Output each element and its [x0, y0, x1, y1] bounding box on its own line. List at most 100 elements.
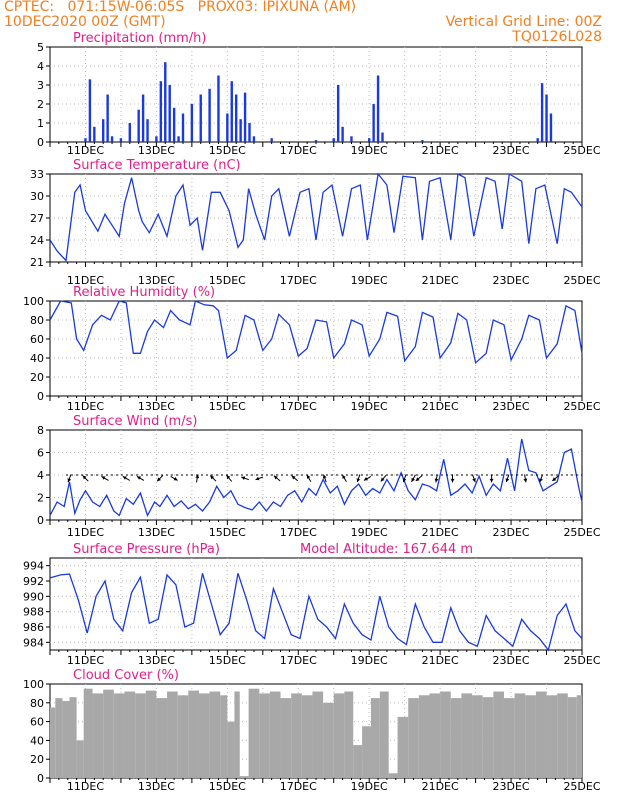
precip-bar	[235, 94, 238, 142]
x-tick-label: 13DEC	[138, 526, 175, 539]
x-tick-label: 21DEC	[422, 526, 459, 539]
y-tick-label: 40	[30, 352, 44, 365]
precip-bar	[248, 123, 251, 142]
cloud-bar	[557, 693, 568, 778]
wind-arrow-head	[101, 476, 106, 480]
cloud-bar	[379, 691, 389, 778]
cloud-bar	[156, 698, 168, 778]
cloud-bar	[362, 726, 371, 778]
wind-arrow	[322, 474, 327, 483]
cloud-bar	[353, 745, 363, 778]
y-tick-label: 80	[30, 314, 44, 327]
wind-arrow	[82, 475, 89, 482]
cloud-bar	[259, 693, 270, 778]
precip-bar	[208, 88, 211, 142]
x-tick-label: 25DEC	[563, 400, 600, 413]
x-tick-label: 25DEC	[563, 654, 600, 667]
y-tick-label: 2	[37, 492, 44, 505]
wind-arrow	[209, 475, 217, 482]
precip-bar	[159, 81, 163, 142]
cloud-bar	[291, 693, 302, 778]
wind-arrow-head	[489, 478, 494, 483]
cloud-bar	[546, 695, 558, 778]
wind-arrow-head	[472, 478, 476, 483]
cloud-bar	[83, 688, 93, 778]
y-tick-label: 6	[37, 447, 44, 460]
wind-arrow	[101, 475, 109, 481]
cloud-bar	[248, 688, 260, 778]
panel-title: Cloud Cover (%)	[73, 668, 179, 683]
x-tick-label: 15DEC	[209, 144, 246, 157]
x-tick-label: 11DEC	[67, 526, 104, 539]
x-tick-label: 23DEC	[493, 654, 530, 667]
wind-arrow	[363, 475, 372, 481]
precip-bar	[341, 126, 344, 142]
x-tick-label: 13DEC	[138, 780, 175, 793]
precip-bar	[177, 136, 180, 142]
cloud-bar	[482, 697, 494, 778]
x-tick-label: 25DEC	[563, 780, 600, 793]
x-tick-label: 25DEC	[563, 274, 600, 287]
cloud-bar	[209, 691, 221, 778]
panel-wind: Surface Wind (m/s) 0 2 4 6 8 11DEC 13DEC 15DEC 17…	[37, 414, 601, 539]
y-tick-label: 40	[30, 734, 44, 747]
precip-bar	[88, 79, 92, 142]
y-tick-label: 8	[37, 424, 44, 437]
x-tick-label: 23DEC	[493, 780, 530, 793]
precip-bar	[243, 92, 247, 142]
y-tick-label: 4	[37, 60, 44, 73]
precip-bar	[164, 62, 167, 143]
x-tick-label: 21DEC	[422, 400, 459, 413]
x-tick-label: 25DEC	[563, 144, 600, 157]
y-tick-label: 990	[23, 590, 44, 603]
cloud-bar	[370, 698, 380, 778]
cloud-bar	[124, 691, 136, 778]
wind-arrow	[136, 475, 145, 481]
wind-arrow	[489, 474, 494, 483]
wind-arrow-head	[241, 476, 246, 480]
cloud-bar	[301, 695, 313, 778]
header-run-time: 10DEC2020 00Z (GMT)	[4, 14, 166, 30]
wind-arrow	[226, 474, 233, 482]
cloud-bar	[333, 693, 345, 778]
wind-arrow	[195, 474, 200, 483]
wind-arrow-head	[136, 476, 141, 480]
wind-arrow-head	[411, 477, 415, 482]
wind-arrow	[411, 474, 416, 483]
precip-bar	[172, 107, 176, 142]
precip-bar	[336, 85, 340, 142]
precip-bar	[106, 94, 109, 142]
wind-arrow-head	[356, 478, 361, 483]
x-tick-label: 11DEC	[67, 144, 104, 157]
y-tick-label: 986	[23, 621, 44, 634]
cloud-bar	[220, 695, 228, 778]
y-tick-label: 80	[30, 697, 44, 710]
cloud-bar	[344, 691, 354, 778]
precip-bar	[270, 138, 273, 142]
panel-title: Relative Humidity (%)	[73, 285, 215, 300]
precip-bar	[146, 119, 149, 142]
x-tick-label: 15DEC	[209, 400, 246, 413]
precip-bar	[93, 126, 96, 142]
precip-bar	[421, 140, 424, 142]
y-tick-label: 2	[37, 98, 44, 111]
precip-bar	[168, 85, 171, 142]
x-tick-label: 15DEC	[209, 526, 246, 539]
y-tick-label: 33	[30, 168, 44, 181]
x-tick-label: 19DEC	[351, 144, 388, 157]
wind-arrow	[306, 474, 312, 483]
cloud-bar	[50, 707, 56, 778]
wind-arrow	[505, 474, 510, 483]
x-tick-label: 19DEC	[351, 780, 388, 793]
wind-arrow	[539, 474, 544, 483]
precip-bar	[141, 94, 145, 142]
x-tick-label: 15DEC	[209, 274, 246, 287]
x-tick-label: 21DEC	[422, 144, 459, 157]
precip-bar	[230, 81, 233, 142]
wind-arrow	[402, 474, 407, 483]
wind-arrow-head	[552, 477, 557, 481]
y-tick-label: 1	[37, 117, 44, 130]
wind-arrow-head	[450, 478, 455, 483]
wind-arrow-head	[173, 477, 178, 481]
wind-arrow-head	[291, 475, 296, 480]
